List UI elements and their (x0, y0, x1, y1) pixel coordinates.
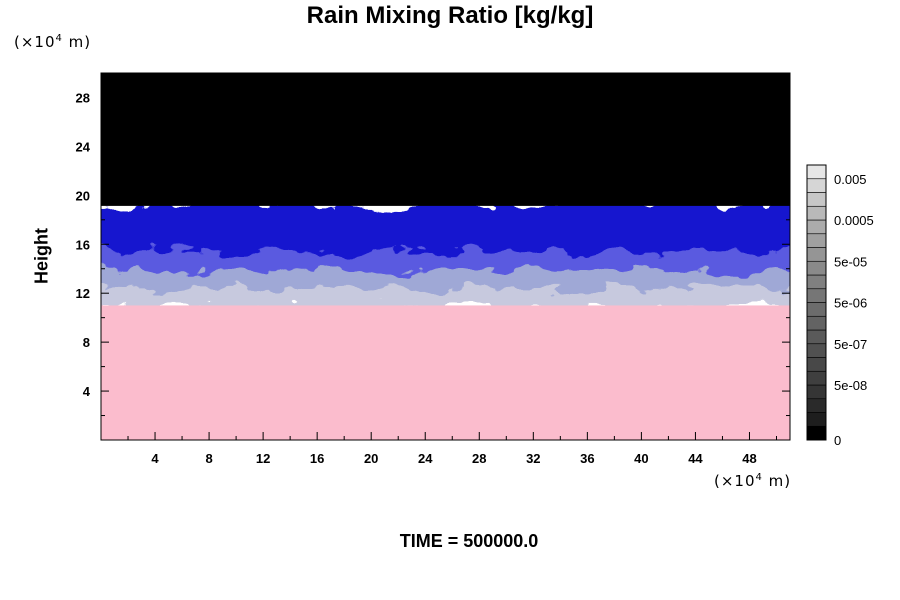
colorbar-label: 0 (834, 433, 841, 448)
x-tick-label: 36 (580, 451, 594, 466)
colorbar-frame (806, 164, 827, 441)
x-tick-label: 12 (256, 451, 270, 466)
colorbar-level (806, 205, 827, 221)
colorbar-level (806, 233, 827, 248)
x-tick-label: 40 (634, 451, 648, 466)
colorbar-level (806, 425, 827, 441)
field-band-top (101, 73, 790, 200)
colorbar-level (806, 398, 827, 413)
colorbar-level (806, 343, 827, 358)
colorbar-level (806, 315, 827, 331)
colorbar-label: 5e-07 (834, 337, 867, 352)
y-tick-label: 16 (76, 237, 90, 252)
x-tick-label: 24 (418, 451, 433, 466)
y-tick-label: 8 (83, 335, 90, 350)
x-tick-label: 28 (472, 451, 486, 466)
field-band (101, 285, 790, 308)
colorbar-level (806, 219, 827, 235)
x-tick-label: 4 (151, 451, 159, 466)
x-tick-label: 32 (526, 451, 540, 466)
field-layer (101, 73, 790, 440)
colorbar: 0.005 0.0005 5e-05 5e-06 5e-07 5e-08 0 (806, 164, 874, 448)
chart-title: Rain Mixing Ratio [kg/kg] (306, 2, 594, 29)
y-tick-label: 12 (76, 286, 90, 301)
colorbar-level (806, 329, 827, 345)
colorbar-level (806, 412, 827, 427)
colorbar-label: 0.005 (834, 172, 867, 187)
y-tick-label: 20 (76, 188, 90, 203)
colorbar-level (806, 302, 827, 317)
colorbar-level (806, 274, 827, 290)
colorbar-label: 5e-08 (834, 378, 867, 393)
colorbar-level (806, 260, 827, 276)
field-band (101, 249, 790, 271)
colorbar-level (806, 384, 827, 400)
colorbar-label: 0.0005 (834, 213, 874, 228)
y-tick-label: 24 (76, 139, 91, 154)
y-axis-unit: (×104 m) (14, 33, 92, 51)
plot-frame (100, 72, 791, 441)
field-band (101, 268, 790, 288)
turbulent-bands (101, 203, 790, 308)
colorbar-level (806, 247, 827, 262)
colorbar-level (806, 370, 827, 386)
x-tick-label: 20 (364, 451, 378, 466)
colorbar-level (806, 357, 827, 372)
colorbar-level (806, 178, 827, 193)
y-tick-label: 4 (83, 384, 91, 399)
y-tick-label: 28 (76, 90, 90, 105)
colorbar-level (806, 288, 827, 303)
x-tick-label: 16 (310, 451, 324, 466)
x-tick-label: 48 (742, 451, 756, 466)
colorbar-label: 5e-05 (834, 254, 867, 269)
x-tick-label: 8 (205, 451, 212, 466)
colorbar-level (806, 192, 827, 207)
field-band (101, 203, 790, 252)
x-tick-label: 44 (688, 451, 703, 466)
time-label: TIME = 500000.0 (399, 531, 539, 551)
x-axis-unit: (×104 m) (714, 472, 792, 490)
colorbar-level (806, 164, 827, 180)
field-band-base (101, 312, 790, 440)
colorbar-label: 5e-06 (834, 296, 867, 311)
